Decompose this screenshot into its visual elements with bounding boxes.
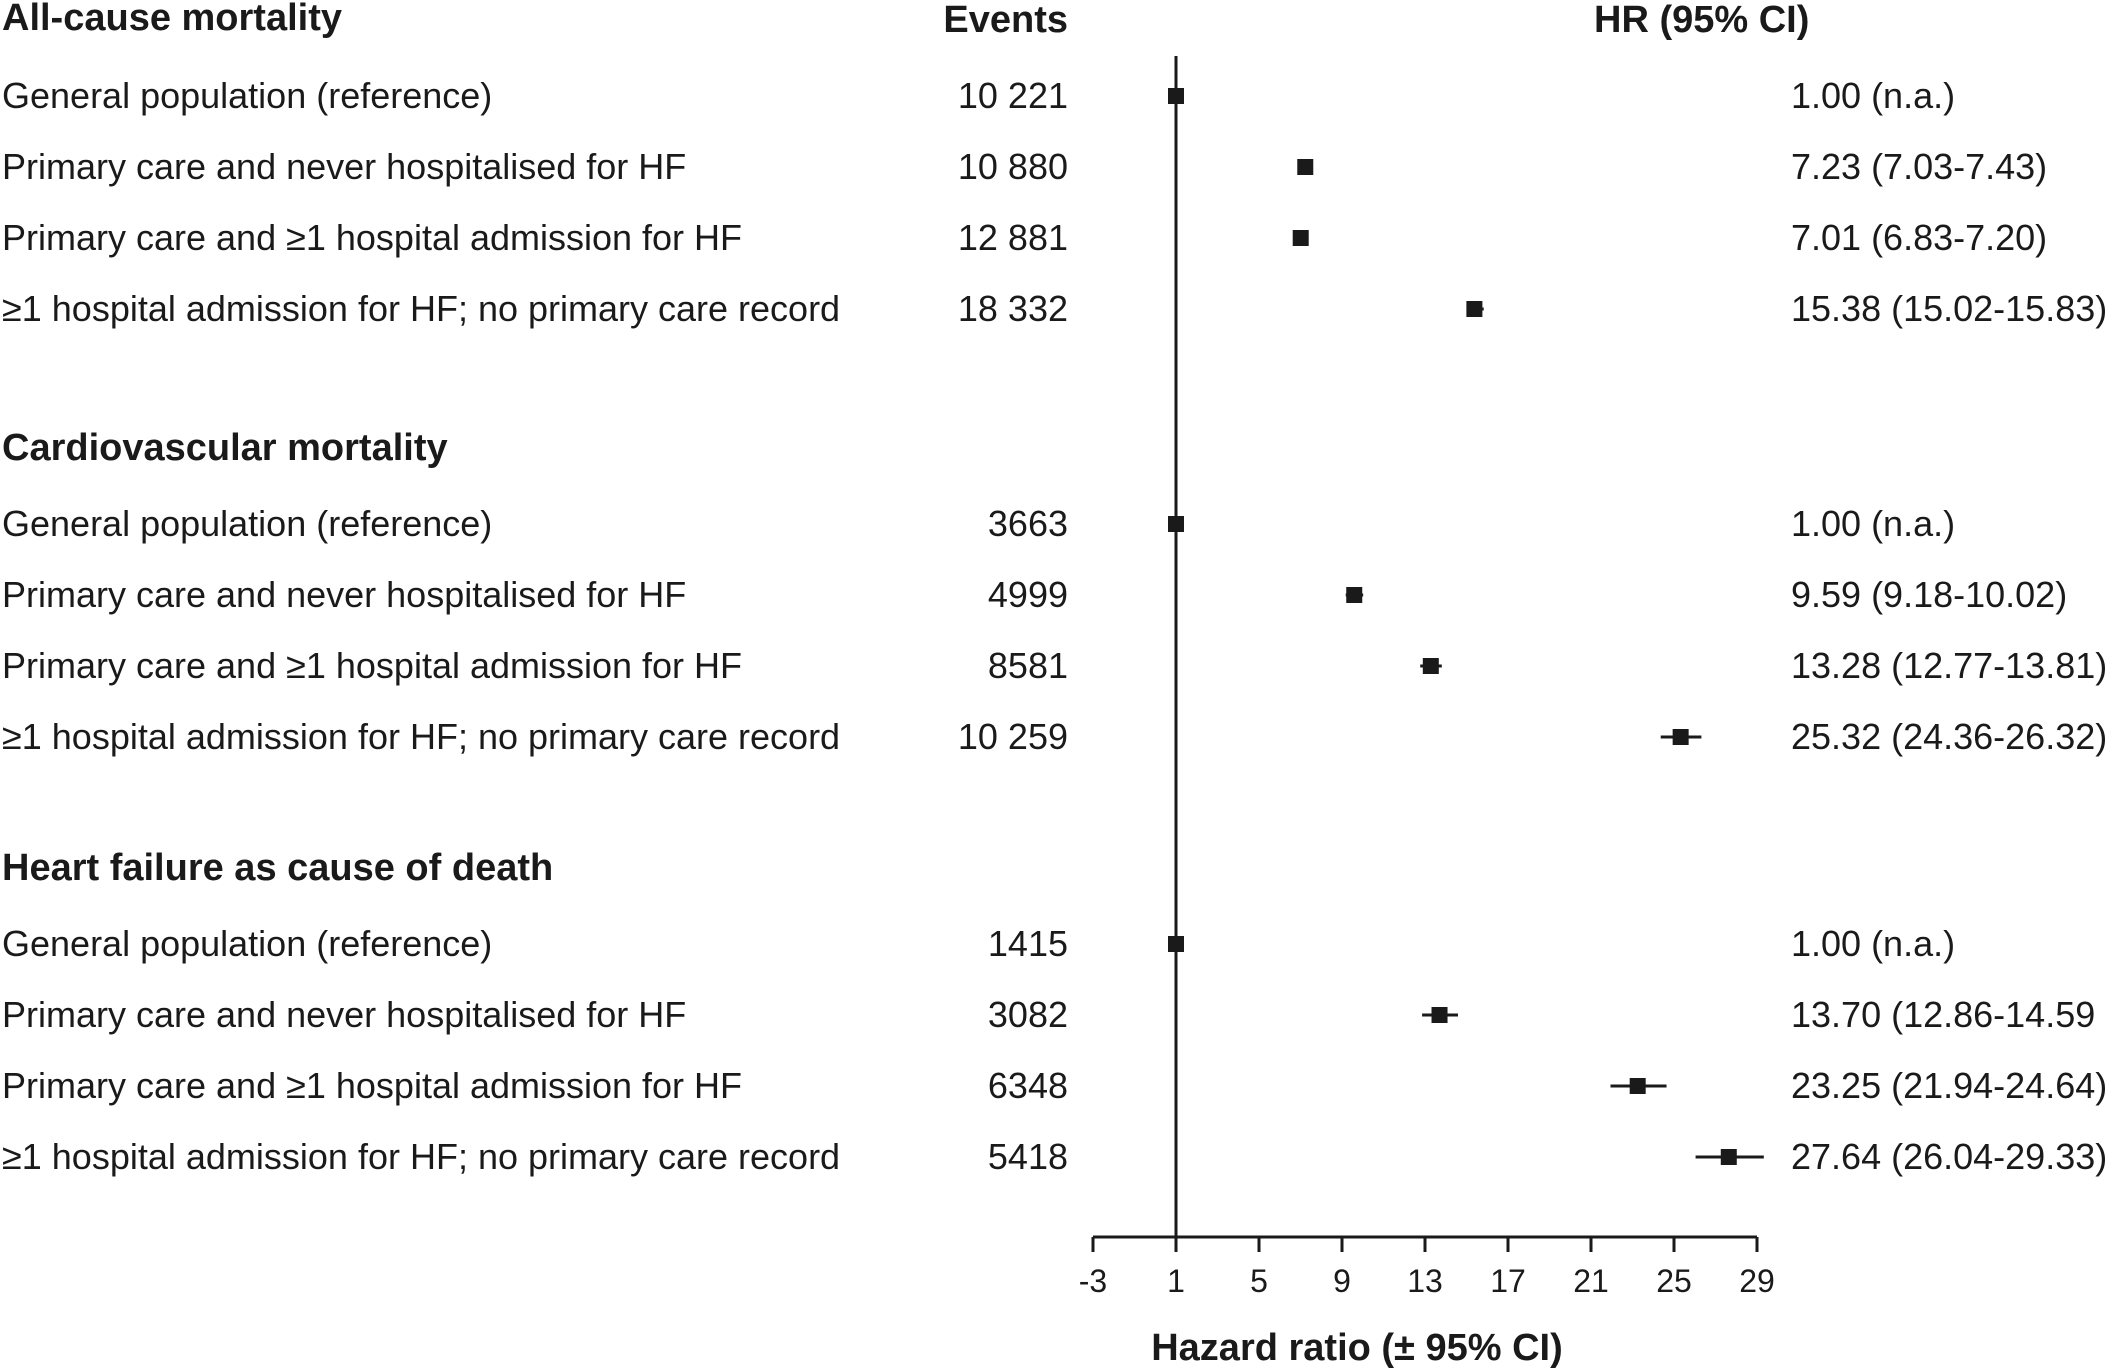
x-axis: -3 1 5 9 13 17 21 25 29 [1079,1235,1775,1299]
row-label: Primary care and ≥1 hospital admission f… [2,645,742,686]
events-value: 4999 [988,574,1068,615]
x-tick-label: 13 [1407,1263,1443,1299]
plot-area [1168,56,1764,1237]
events-value: 5418 [988,1136,1068,1177]
events-value: 3082 [988,994,1068,1035]
events-value: 8581 [988,645,1068,686]
hr-ci-value: 7.01 (6.83-7.20) [1791,217,2047,258]
column-headers: Events HR (95% CI) [943,0,1809,41]
group-title: Heart failure as cause of death [2,847,553,889]
forest-rows: All-cause mortality General population (r… [2,0,2107,1177]
x-tick-label: 29 [1739,1263,1775,1299]
hr-ci-value: 15.38 (15.02-15.83) [1791,288,2107,329]
group-title: All-cause mortality [2,0,342,39]
x-tick-label: 25 [1656,1263,1692,1299]
row-label: General population (reference) [2,503,492,544]
hr-point-marker [1466,301,1483,317]
row-label: Primary care and never hospitalised for … [2,146,686,187]
hr-point-marker [1431,1007,1448,1023]
events-column-header: Events [943,0,1068,41]
hr-point-marker [1720,1149,1737,1165]
events-value: 18 332 [958,288,1068,329]
hr-point-marker [1422,658,1439,674]
hr-ci-value: 1.00 (n.a.) [1791,503,1955,544]
x-tick-label: 9 [1333,1263,1351,1299]
hr-point-marker [1297,159,1314,175]
hr-point-marker [1292,230,1309,246]
hr-column-header: HR (95% CI) [1594,0,1809,41]
x-tick-label: -3 [1079,1263,1107,1299]
hr-point-marker [1672,729,1689,745]
hr-ci-value: 27.64 (26.04-29.33) [1791,1136,2107,1177]
events-value: 10 259 [958,716,1068,757]
row-label: Primary care and ≥1 hospital admission f… [2,217,742,258]
hr-point-marker [1629,1078,1646,1094]
events-value: 1415 [988,923,1068,964]
events-value: 3663 [988,503,1068,544]
hr-ci-value: 13.70 (12.86-14.59 [1791,994,2095,1035]
row-label: General population (reference) [2,923,492,964]
hr-ci-value: 7.23 (7.03-7.43) [1791,146,2047,187]
hr-ci-value: 25.32 (24.36-26.32) [1791,716,2107,757]
events-value: 10 880 [958,146,1068,187]
x-tick-label: 1 [1167,1263,1185,1299]
x-tick-label: 5 [1250,1263,1268,1299]
row-label: ≥1 hospital admission for HF; no primary… [2,1136,840,1177]
x-tick-label: 17 [1490,1263,1526,1299]
row-label: Primary care and never hospitalised for … [2,574,686,615]
row-label: ≥1 hospital admission for HF; no primary… [2,716,840,757]
row-label: Primary care and never hospitalised for … [2,994,686,1035]
hr-ci-value: 13.28 (12.77-13.81) [1791,645,2107,686]
row-label: Primary care and ≥1 hospital admission f… [2,1065,742,1106]
hr-ci-value: 1.00 (n.a.) [1791,923,1955,964]
x-axis-title: Hazard ratio (± 95% CI) [1151,1327,1563,1369]
row-label: ≥1 hospital admission for HF; no primary… [2,288,840,329]
hr-ci-value: 23.25 (21.94-24.64) [1791,1065,2107,1106]
row-label: General population (reference) [2,75,492,116]
events-value: 12 881 [958,217,1068,258]
x-tick-label: 21 [1573,1263,1609,1299]
events-value: 6348 [988,1065,1068,1106]
group-title: Cardiovascular mortality [2,427,448,469]
hr-point-marker [1346,587,1363,603]
events-value: 10 221 [958,75,1068,116]
hr-ci-value: 9.59 (9.18-10.02) [1791,574,2067,615]
hr-ci-value: 1.00 (n.a.) [1791,75,1955,116]
